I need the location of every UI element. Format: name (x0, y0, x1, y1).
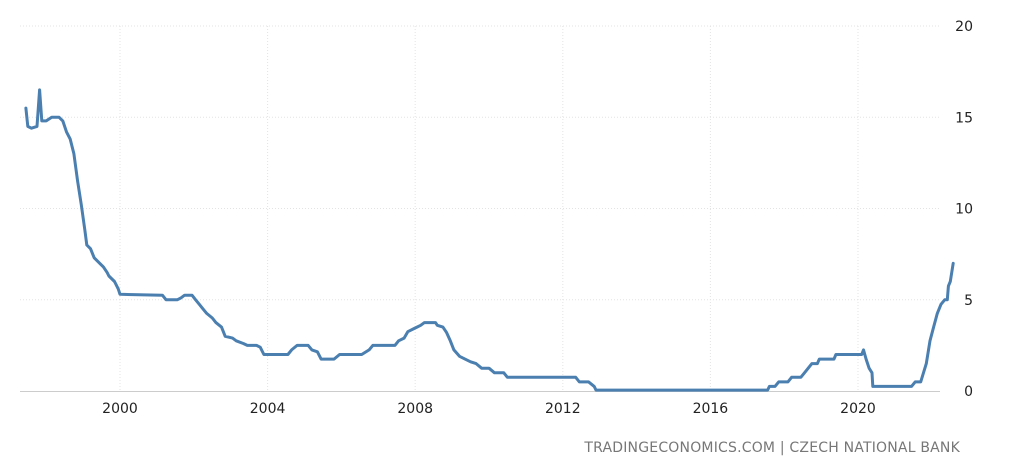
x-tick-label: 2016 (693, 401, 729, 417)
x-tick-label: 2004 (250, 401, 286, 417)
x-tick-label: 2000 (102, 401, 138, 417)
x-tick-label: 2012 (545, 401, 581, 417)
series-line-0 (24, 88, 955, 392)
source-attribution: TRADINGECONOMICS.COM | CZECH NATIONAL BA… (584, 440, 960, 456)
x-tick-labels: 2000 2004 2008 2012 2016 2020 (102, 401, 876, 417)
x-tick-label: 2020 (840, 401, 876, 417)
y-tick-label: 15 (955, 110, 973, 126)
y-tick-label: 10 (955, 202, 973, 218)
y-tick-label: 5 (964, 293, 973, 309)
x-tick-label: 2008 (397, 401, 433, 417)
grid-lines (20, 25, 940, 391)
y-tick-label: 0 (964, 384, 973, 400)
series-group (24, 88, 955, 392)
y-tick-labels: 0 5 10 15 20 (955, 19, 973, 400)
y-tick-label: 20 (955, 19, 973, 35)
